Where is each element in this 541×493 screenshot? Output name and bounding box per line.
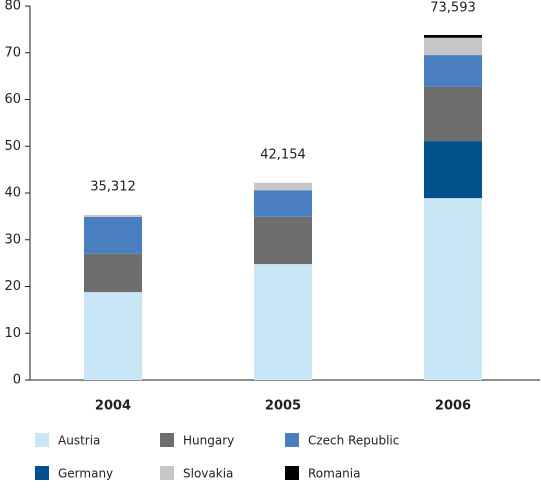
bar-segment	[84, 214, 142, 217]
legend-swatch	[35, 466, 49, 480]
legend-label: Slovakia	[183, 467, 233, 481]
bar-segment	[84, 292, 142, 380]
y-tick-label: 70	[4, 45, 21, 60]
y-tick-label: 10	[4, 326, 21, 341]
legend-swatch	[35, 433, 49, 447]
x-tick-label: 2004	[95, 399, 131, 414]
legend-label: Hungary	[183, 434, 234, 448]
legend-label: Germany	[58, 467, 113, 481]
bar-segment	[254, 264, 312, 380]
legend-swatch	[285, 433, 299, 447]
bar-segment	[254, 182, 312, 191]
total-label: 73,593	[430, 0, 476, 15]
bar-segment	[424, 141, 482, 199]
y-tick-label: 30	[4, 232, 21, 247]
legend-label: Romania	[308, 467, 360, 481]
bar-segment	[84, 216, 142, 254]
bar-segment	[424, 37, 482, 56]
y-tick-label: 50	[4, 139, 21, 154]
legend-label: Czech Republic	[308, 434, 399, 448]
bar-segment	[424, 55, 482, 87]
y-tick-label: 60	[4, 92, 21, 107]
bar-segment	[254, 216, 312, 265]
total-label: 35,312	[90, 179, 136, 194]
legend-swatch	[285, 466, 299, 480]
total-label: 42,154	[260, 147, 306, 162]
legend-label: Austria	[58, 434, 100, 448]
bar-segment	[424, 86, 482, 142]
y-tick-label: 20	[4, 279, 21, 294]
y-tick-label: 80	[4, 0, 21, 14]
x-tick-label: 2005	[265, 399, 301, 414]
bar-segment	[254, 190, 312, 217]
x-tick-label: 2006	[435, 399, 471, 414]
bar-segment	[424, 198, 482, 380]
bar-segment	[424, 34, 482, 38]
y-tick-label: 40	[4, 186, 21, 201]
bar-segment	[84, 253, 142, 293]
legend-swatch	[160, 433, 174, 447]
legend-swatch	[160, 466, 174, 480]
y-tick-label: 0	[13, 373, 21, 388]
